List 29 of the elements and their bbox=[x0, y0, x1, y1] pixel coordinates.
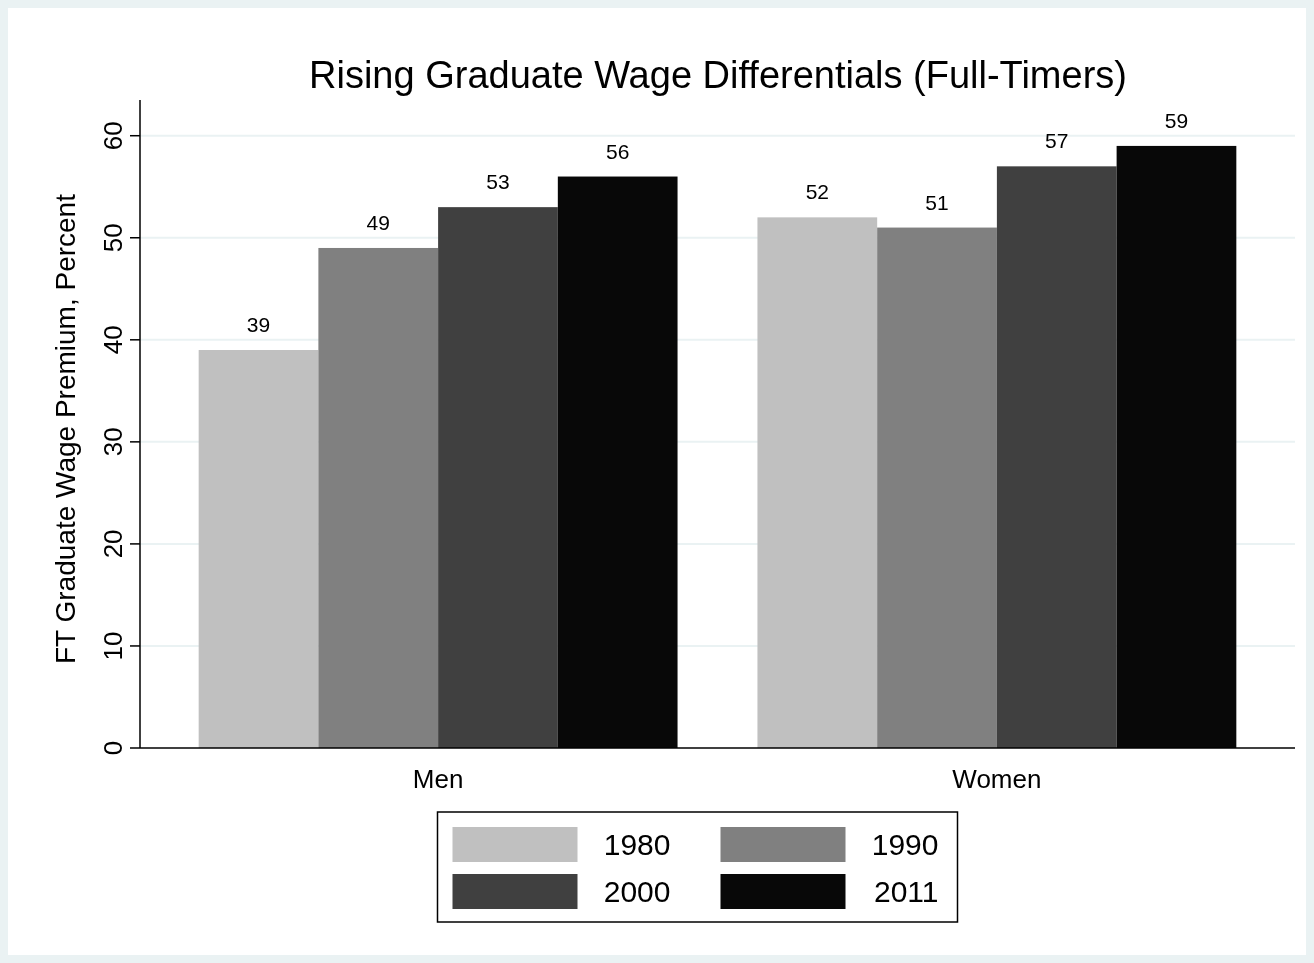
data-label: 57 bbox=[1045, 129, 1069, 153]
y-tick-label: 30 bbox=[98, 427, 128, 457]
y-tick-label: 10 bbox=[98, 631, 128, 661]
y-tick-label: 0 bbox=[98, 740, 128, 756]
legend-label: 2000 bbox=[603, 875, 671, 908]
bar bbox=[877, 227, 997, 748]
y-tick-label: 20 bbox=[98, 529, 128, 559]
legend-label: 1980 bbox=[603, 828, 671, 861]
data-label: 51 bbox=[925, 190, 949, 214]
bar bbox=[996, 166, 1117, 748]
y-tick-label: 40 bbox=[98, 325, 128, 355]
legend-label: 2011 bbox=[873, 875, 939, 908]
y-tick-label: 60 bbox=[98, 121, 128, 151]
y-tick-label: 50 bbox=[98, 223, 128, 253]
bar bbox=[198, 350, 319, 748]
chart-title: Rising Graduate Wage Differentials (Full-Timers) bbox=[309, 54, 1127, 96]
bar bbox=[318, 247, 439, 748]
data-label: 49 bbox=[366, 210, 390, 234]
data-label: 56 bbox=[606, 139, 630, 163]
data-label: 52 bbox=[805, 180, 829, 204]
data-label: 53 bbox=[486, 170, 510, 194]
bar bbox=[438, 207, 558, 748]
data-label: 39 bbox=[246, 313, 271, 337]
x-tick-label: Women bbox=[952, 764, 1042, 794]
y-axis-title: FT Graduate Wage Premium, Percent bbox=[50, 193, 81, 664]
legend-label: 1990 bbox=[871, 828, 939, 861]
data-label: 59 bbox=[1164, 108, 1189, 132]
x-tick-label: Men bbox=[412, 764, 464, 794]
bar bbox=[757, 217, 878, 748]
